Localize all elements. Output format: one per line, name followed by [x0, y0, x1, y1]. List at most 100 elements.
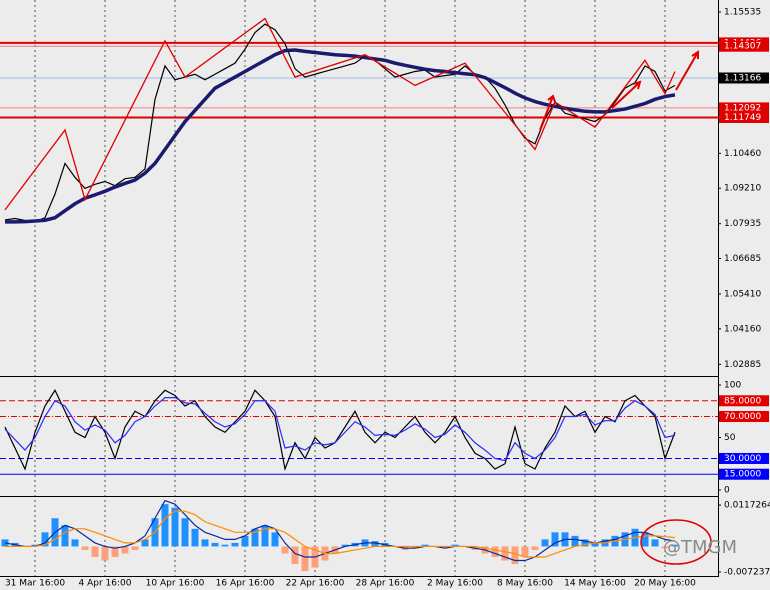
- level-label: 1.14307: [724, 42, 761, 52]
- histogram-bar: [671, 544, 679, 547]
- histogram-bar: [661, 546, 669, 549]
- level-label: 70.0000: [724, 412, 761, 422]
- histogram-bar: [191, 528, 199, 547]
- y-tick-label: 1.06685: [724, 254, 761, 264]
- histogram-bar: [71, 539, 79, 547]
- histogram-bar: [291, 546, 299, 565]
- level-label-box: [719, 111, 769, 123]
- series-line: [5, 510, 676, 558]
- level-label-box: [719, 452, 769, 464]
- histogram-bar: [281, 546, 289, 554]
- series-line: [4, 499, 676, 562]
- histogram-bar: [101, 546, 109, 561]
- histogram-bar: [261, 525, 269, 547]
- arrows: [539, 50, 699, 131]
- series-line: [4, 389, 676, 472]
- level-label-box: [719, 72, 769, 84]
- series-line: [4, 397, 676, 462]
- histogram-bar: [511, 546, 519, 565]
- y-tick-label: 1.07935: [724, 219, 761, 229]
- x-tick-label: 16 Apr 16:00: [216, 579, 275, 589]
- highlight-ellipse: [640, 519, 712, 565]
- histogram-bar: [371, 541, 379, 547]
- histogram-bar: [221, 544, 229, 547]
- histogram-bar: [161, 504, 169, 547]
- histogram-bar: [591, 542, 599, 547]
- watermark: @TMGM: [663, 537, 737, 558]
- histogram-bar: [491, 546, 499, 558]
- histogram-bar: [111, 546, 119, 558]
- histogram-bar: [571, 535, 579, 547]
- series-line: [4, 23, 676, 223]
- level-label: 1.11749: [724, 113, 761, 123]
- y-tick-label: 1.10460: [724, 149, 761, 159]
- y-tick-label: 1.15535: [724, 8, 761, 18]
- histogram-bar: [551, 532, 559, 547]
- level-label-box: [719, 411, 769, 423]
- y-tick-label: 1.09210: [724, 184, 761, 194]
- histogram-bar: [141, 539, 149, 547]
- histogram-bar: [451, 544, 459, 547]
- histogram-bar: [501, 546, 509, 561]
- histogram-bar: [541, 539, 549, 547]
- histogram-bar: [251, 528, 259, 547]
- histogram-bar: [91, 546, 99, 558]
- histogram-bar: [411, 546, 419, 549]
- histogram-bar: [421, 544, 429, 547]
- level-label-box: [719, 468, 769, 480]
- x-tick-label: 14 May 16:00: [564, 579, 626, 589]
- histogram-bar: [81, 546, 89, 550]
- level-label-box: [719, 395, 769, 407]
- histogram-bar: [641, 532, 649, 547]
- x-tick-label: 31 Mar 16:00: [5, 579, 65, 589]
- level-label: 15.0000: [724, 470, 761, 480]
- arrow: [539, 94, 556, 131]
- plot: [1, 17, 679, 572]
- y-tick-label: 1.04160: [724, 324, 761, 334]
- y-tick-label: 1.02885: [724, 360, 761, 370]
- level-label-box: [719, 102, 769, 114]
- arrow: [675, 50, 699, 91]
- level-label: 1.13166: [724, 73, 761, 83]
- histogram-bar: [201, 539, 209, 547]
- histogram-bar: [271, 532, 279, 547]
- histogram-bar: [121, 546, 129, 554]
- y-tick-label: 50: [724, 433, 736, 443]
- y-tick-label: 0.0117264: [724, 501, 770, 511]
- histogram-bar: [31, 544, 39, 547]
- x-tick-label: 10 Apr 16:00: [146, 579, 205, 589]
- level-label: 85.0000: [724, 396, 761, 406]
- level-label: 1.12092: [724, 103, 761, 113]
- histogram-bar: [61, 525, 69, 547]
- histogram-bar: [581, 539, 589, 547]
- histogram-bar: [301, 546, 309, 572]
- histogram-bar: [521, 546, 529, 558]
- arrow: [611, 80, 642, 109]
- x-tick-label: 28 Apr 16:00: [356, 579, 415, 589]
- zigzag-line: [4, 17, 676, 211]
- y-tick-label: -0.0072378: [724, 567, 770, 577]
- histogram-bar: [241, 535, 249, 547]
- grid: [0, 0, 718, 576]
- histogram-bar: [131, 546, 139, 550]
- histogram-bar: [181, 518, 189, 547]
- histogram-bar: [231, 542, 239, 547]
- histogram-bar: [341, 544, 349, 547]
- x-tick-label: 2 May 16:00: [427, 579, 483, 589]
- histogram-bar: [41, 532, 49, 547]
- histogram-bar: [441, 546, 449, 549]
- x-tick-label: 20 May 16:00: [634, 579, 696, 589]
- x-tick-label: 8 May 16:00: [497, 579, 553, 589]
- histogram-bar: [211, 542, 219, 547]
- level-label: 30.0000: [724, 454, 761, 464]
- histogram-bar: [171, 507, 179, 547]
- x-tick-label: 22 Apr 16:00: [286, 579, 345, 589]
- x-tick-label: 4 Apr 16:00: [79, 579, 132, 589]
- y-tick-label: 1.05410: [724, 290, 761, 300]
- level-label-box: [719, 40, 769, 52]
- histogram-bar: [651, 539, 659, 547]
- histogram-bar: [531, 546, 539, 550]
- y-tick-label: 100: [724, 381, 741, 391]
